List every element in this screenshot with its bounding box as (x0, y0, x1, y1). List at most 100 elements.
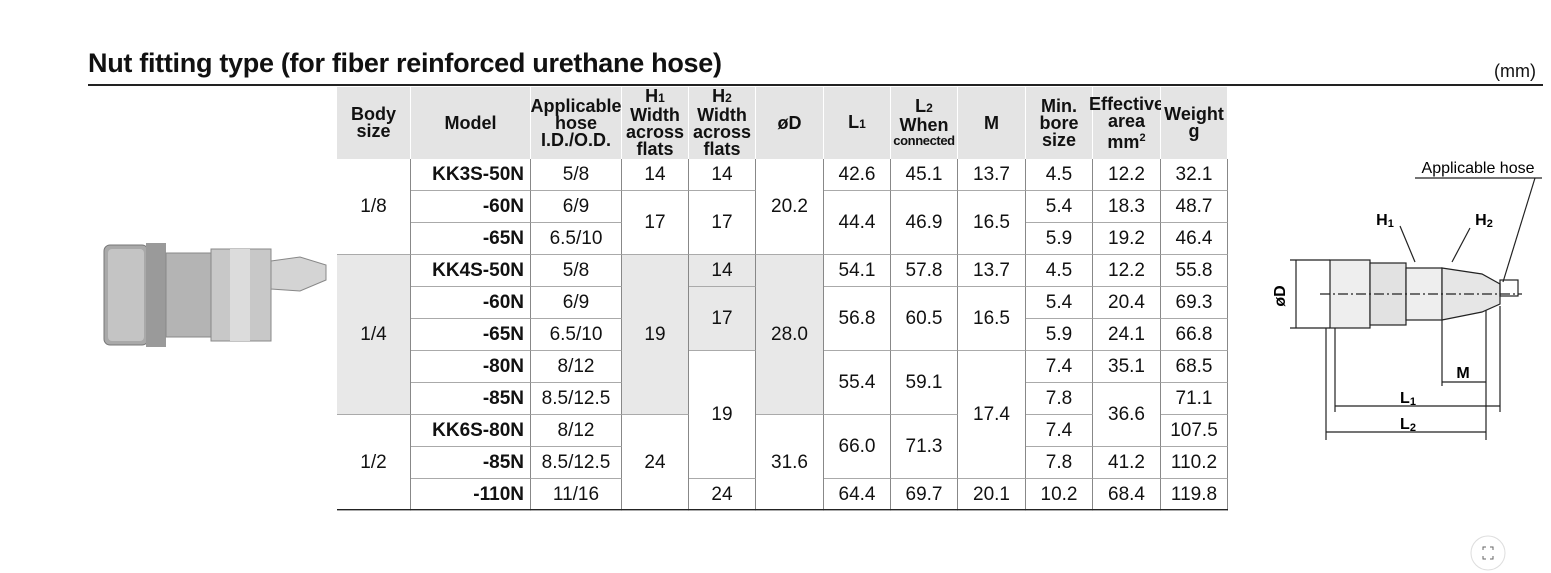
header-line: Width (630, 105, 680, 125)
table-cell: 24.1 (1093, 319, 1161, 351)
subscript: 2 (725, 91, 732, 105)
subscript: 1 (1388, 218, 1394, 230)
table-cell: 16.5 (958, 287, 1026, 351)
table-cell: 48.7 (1161, 191, 1228, 223)
table-cell: 10.2 (1026, 479, 1093, 511)
subscript: 1 (1410, 396, 1416, 408)
symbol: H (712, 86, 726, 106)
table-cell: 14 (622, 159, 689, 191)
model-cell: -65N (411, 319, 531, 351)
header-line: Width (697, 105, 747, 125)
table-cell: 7.8 (1026, 447, 1093, 479)
symbol: L (848, 111, 860, 132)
table-cell: 55.4 (824, 351, 891, 415)
table-cell: 41.2 (1093, 447, 1161, 479)
dimension-label: H2 (1475, 212, 1493, 230)
symbol: H (1475, 212, 1487, 229)
header-line: across (625, 122, 685, 142)
table-cell: 20.1 (958, 479, 1026, 511)
header-line: Applicable (530, 95, 622, 116)
table-cell: 20.2 (756, 159, 824, 255)
symbol: L (915, 96, 927, 116)
table-cell: 12.2 (1093, 159, 1161, 191)
table-cell: 69.7 (891, 479, 958, 511)
table-cell: 20.4 (1093, 287, 1161, 319)
table-cell: 68.4 (1093, 479, 1161, 511)
model-cell: -65N (411, 223, 531, 255)
model-cell: KK3S-50N (411, 159, 531, 191)
table-cell: 8.5/12.5 (531, 383, 622, 415)
table-cell: 107.5 (1161, 415, 1228, 447)
header-cell: Body size (337, 87, 411, 159)
table-cell: 17 (689, 287, 756, 351)
table-cell: 16.5 (958, 191, 1026, 255)
table-cell: 7.4 (1026, 415, 1093, 447)
table-cell: 68.5 (1161, 351, 1228, 383)
table-cell: 55.8 (1161, 255, 1228, 287)
header-cell: M (958, 87, 1026, 159)
header-cell: L1 (824, 87, 891, 159)
table-cell: 5.4 (1026, 191, 1093, 223)
header-line: size (1041, 129, 1077, 150)
header-line: Weight (1164, 104, 1224, 124)
header-cell: L2 When connected (891, 87, 958, 159)
table-cell: 19 (689, 351, 756, 479)
table-cell: 17.4 (958, 351, 1026, 479)
table-cell: 7.4 (1026, 351, 1093, 383)
header-line: size (356, 121, 391, 141)
header-line: Min. (1041, 95, 1077, 116)
table-cell: 42.6 (824, 159, 891, 191)
header-symbol: L2 (915, 96, 933, 117)
title: Nut fitting type (for fiber reinforced u… (88, 48, 722, 78)
header-line: Model (444, 112, 497, 133)
header-cell: Applicable hose I.D./O.D. (530, 87, 622, 159)
header-line: flats (703, 139, 741, 159)
table-cell: 5/8 (531, 255, 622, 287)
header-line: Body (351, 104, 396, 124)
table-cell: 44.4 (824, 191, 891, 255)
table-cell: 57.8 (891, 255, 958, 287)
superscript: 2 (1139, 131, 1146, 144)
table-cell: 12.2 (1093, 255, 1161, 287)
table-cell: 6/9 (531, 287, 622, 319)
expand-button[interactable] (1468, 533, 1508, 573)
header-line: Effective (1088, 93, 1165, 114)
table-cell: 19 (622, 255, 689, 415)
table-cell: 8/12 (531, 351, 622, 383)
header-cell: Min. bore size (1026, 87, 1093, 159)
subscript: 2 (1487, 218, 1493, 230)
table-cell: 1/8 (337, 159, 411, 255)
header-cell: øD (756, 87, 824, 159)
header-line: g (1188, 121, 1200, 141)
header-line: M (984, 112, 999, 133)
header-cell: Model (411, 87, 531, 159)
dimension-label: L2 (1400, 416, 1416, 434)
table-cell: 13.7 (958, 159, 1026, 191)
dimension-label: M (1456, 365, 1469, 382)
product-photo (103, 243, 327, 347)
table-cell: 69.3 (1161, 287, 1228, 319)
table-cell: 18.3 (1093, 191, 1161, 223)
subscript: 2 (926, 101, 933, 115)
table-cell: 45.1 (891, 159, 958, 191)
model-cell: KK4S-50N (411, 255, 531, 287)
symbol: øD (1272, 285, 1289, 306)
table-cell: 71.1 (1161, 383, 1228, 415)
header-line: connected (893, 133, 955, 148)
table-cell: 110.2 (1161, 447, 1228, 479)
table-cell: 6.5/10 (531, 223, 622, 255)
header-line: area (1107, 110, 1146, 131)
symbol: L (1400, 416, 1410, 433)
table-cell: 32.1 (1161, 159, 1228, 191)
table-cell: 6/9 (531, 191, 622, 223)
table-cell: 8.5/12.5 (531, 447, 622, 479)
table-cell: 60.5 (891, 287, 958, 351)
subscript: 1 (859, 116, 866, 131)
header-symbol: H2 (712, 86, 732, 107)
table-cell: 5.9 (1026, 319, 1093, 351)
table-cell: 59.1 (891, 351, 958, 415)
model-cell: -85N (411, 447, 531, 479)
table-cell: 4.5 (1026, 255, 1093, 287)
header-cell: H2 Width across flats (689, 87, 756, 159)
